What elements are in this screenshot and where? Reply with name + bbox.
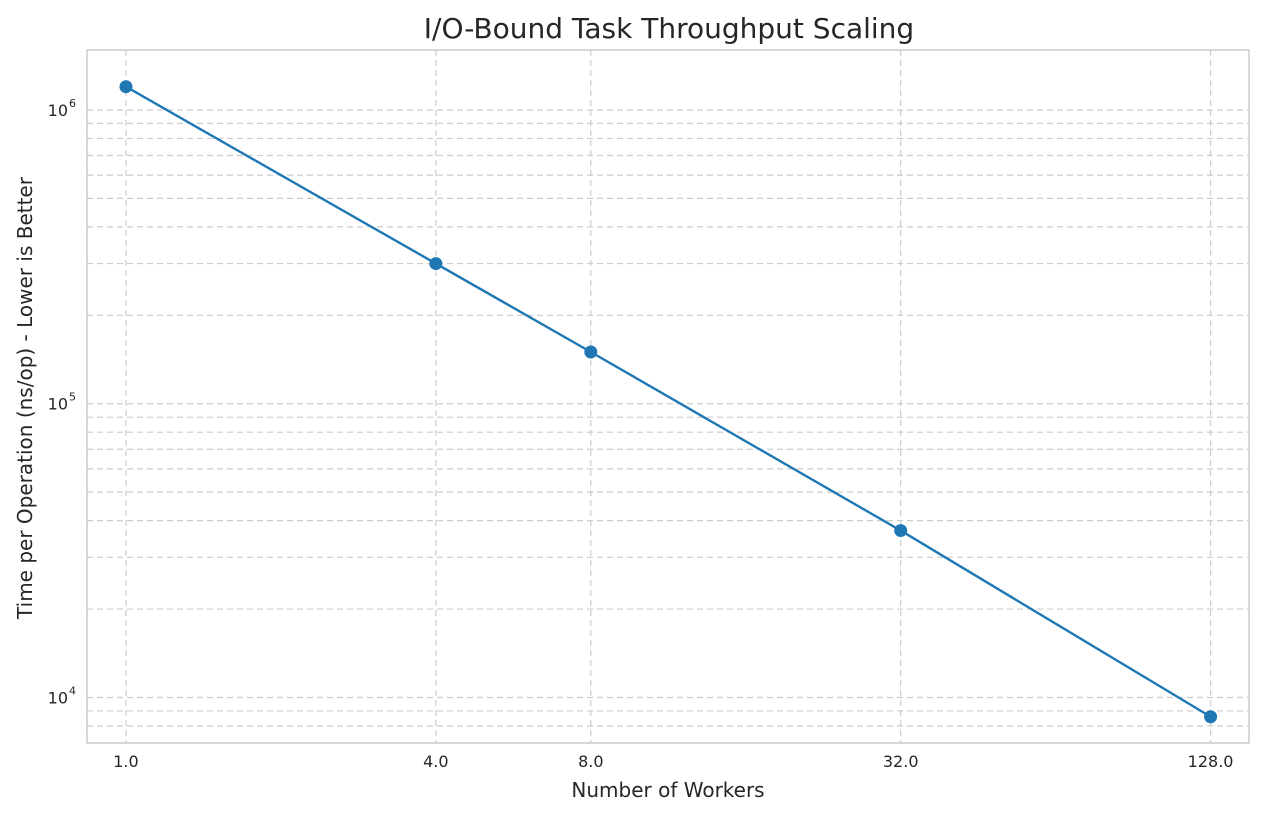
plot-frame [86, 49, 1250, 744]
y-axis-label: Time per Operation (ns/op) - Lower is Be… [13, 176, 37, 620]
data-point-0-0 [119, 80, 133, 94]
series-layer [119, 80, 1218, 724]
y-tick-label-0: 10 [48, 688, 68, 707]
data-point-0-2 [584, 345, 598, 359]
data-point-0-1 [429, 257, 443, 271]
x-tick-label-4: 128.0 [1188, 752, 1234, 771]
y-tick-exponent-2: 6 [69, 97, 76, 110]
data-point-0-3 [894, 524, 908, 538]
chart-title: I/O-Bound Task Throughput Scaling [424, 12, 914, 45]
x-tick-label-0: 1.0 [113, 752, 138, 771]
x-tick-labels: 1.0 4.0 8.0 32.0 128.0 [113, 752, 1233, 771]
y-tick-exponent-1: 5 [69, 391, 76, 404]
y-tick-label-1: 10 [48, 395, 68, 414]
y-tick-exponent-0: 4 [69, 684, 76, 697]
x-tick-label-2: 8.0 [578, 752, 603, 771]
x-tick-label-1: 4.0 [423, 752, 448, 771]
x-axis-label: Number of Workers [571, 778, 764, 802]
data-point-0-4 [1204, 710, 1218, 724]
grid-lines [87, 50, 1249, 744]
y-tick-label-2: 10 [48, 101, 68, 120]
series-line-0 [125, 85, 1212, 718]
x-tick-label-3: 32.0 [883, 752, 919, 771]
